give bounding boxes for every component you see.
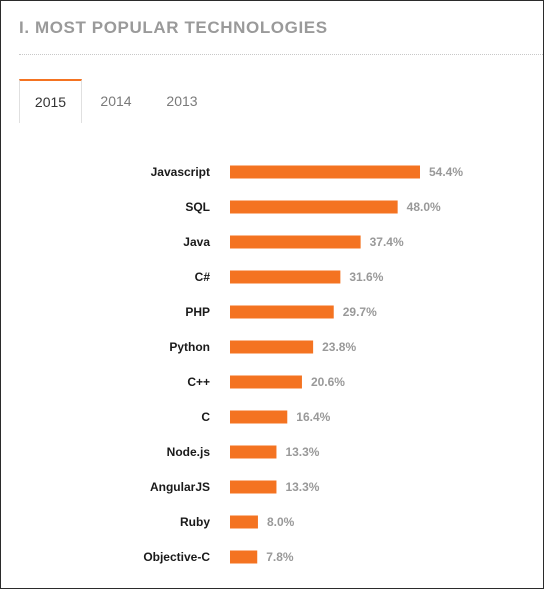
bar-python (230, 340, 314, 354)
value-label: 29.7% (343, 305, 377, 319)
category-label: AngularJS (150, 480, 210, 494)
bar-java (230, 235, 361, 249)
category-label: Java (183, 235, 210, 249)
bar-php (230, 305, 334, 319)
value-label: 31.6% (349, 270, 383, 284)
category-label: C++ (187, 375, 210, 389)
value-label: 23.8% (322, 340, 356, 354)
tab-2015[interactable]: 2015 (19, 79, 82, 123)
bar-ruby (230, 515, 258, 529)
category-label: SQL (185, 200, 210, 214)
bar-objective-c (230, 550, 258, 564)
category-label: Node.js (167, 445, 211, 459)
value-label: 48.0% (407, 200, 441, 214)
technology-bar-chart: Javascript 54.4% SQL 48.0% Java 37.4% C# 31.6% P… (143, 165, 463, 564)
category-label: C# (195, 270, 211, 284)
category-label: Ruby (180, 515, 210, 529)
category-label: C (201, 410, 210, 424)
tab-2014[interactable]: 2014 (100, 93, 132, 109)
bar-angularjs (230, 480, 277, 494)
category-label: PHP (185, 305, 210, 319)
bar-c (230, 270, 341, 284)
section-title: I. MOST POPULAR TECHNOLOGIES (19, 18, 328, 37)
value-label: 20.6% (311, 375, 345, 389)
bar-c (230, 410, 288, 424)
bar-c (230, 375, 302, 389)
value-label: 13.3% (285, 445, 319, 459)
value-label: 16.4% (296, 410, 330, 424)
value-label: 13.3% (285, 480, 319, 494)
value-label: 37.4% (370, 235, 404, 249)
bar-javascript (230, 165, 420, 179)
value-label: 8.0% (267, 515, 295, 529)
category-label: Python (169, 340, 210, 354)
category-label: Javascript (151, 165, 210, 179)
value-label: 54.4% (429, 165, 463, 179)
bar-node-js (230, 445, 277, 459)
category-label: Objective-C (143, 550, 210, 564)
title-divider (19, 54, 543, 55)
bar-sql (230, 200, 398, 214)
tab-2013[interactable]: 2013 (166, 93, 198, 109)
value-label: 7.8% (266, 550, 294, 564)
